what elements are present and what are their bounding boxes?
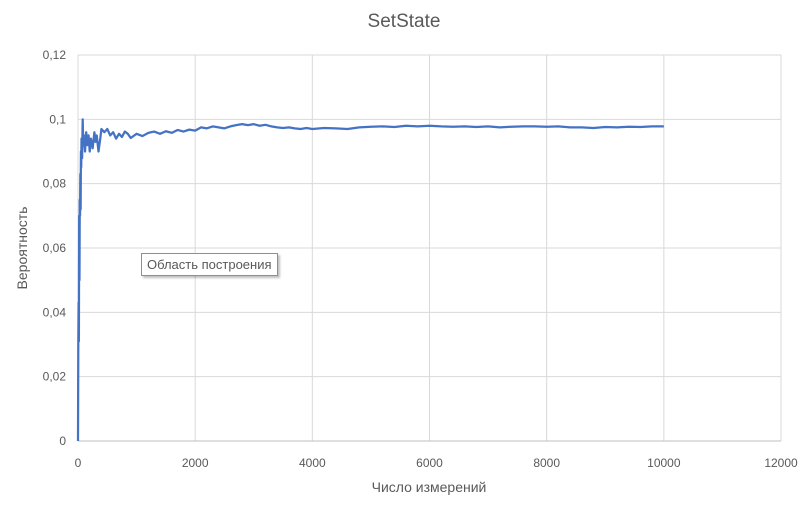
y-tick-label: 0,08 — [43, 177, 67, 191]
y-tick-label: 0,02 — [43, 370, 67, 384]
y-tick-label: 0 — [59, 434, 66, 448]
x-tick-label: 10000 — [647, 456, 681, 470]
chart-title: SetState — [368, 11, 441, 32]
x-tick-label: 12000 — [764, 456, 798, 470]
x-tick-label: 8000 — [533, 456, 560, 470]
y-tick-label: 0,06 — [43, 241, 67, 255]
y-tick-label: 0,12 — [43, 48, 67, 62]
x-tick-labels: 0 2000 4000 6000 8000 10000 12000 — [75, 456, 798, 470]
y-axis-label: Вероятность — [14, 207, 30, 290]
y-tick-label: 0,1 — [49, 112, 66, 126]
y-tick-labels: 0 0,02 0,04 0,06 0,08 0,1 0,12 — [43, 48, 67, 448]
x-tick-label: 4000 — [299, 456, 326, 470]
y-tick-label: 0,04 — [43, 305, 67, 319]
plot-area-tooltip: Область построения — [141, 253, 278, 276]
x-axis-label: Число измерений — [372, 479, 487, 495]
series-line-1 — [76, 118, 664, 442]
x-tick-label: 0 — [75, 456, 82, 470]
series-group — [76, 118, 664, 442]
grid — [78, 54, 782, 441]
x-tick-label: 6000 — [416, 456, 443, 470]
x-tick-label: 2000 — [182, 456, 209, 470]
